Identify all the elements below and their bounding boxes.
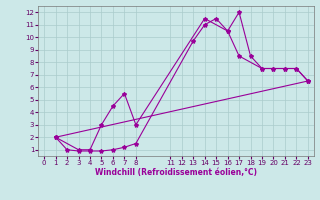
X-axis label: Windchill (Refroidissement éolien,°C): Windchill (Refroidissement éolien,°C) <box>95 168 257 177</box>
